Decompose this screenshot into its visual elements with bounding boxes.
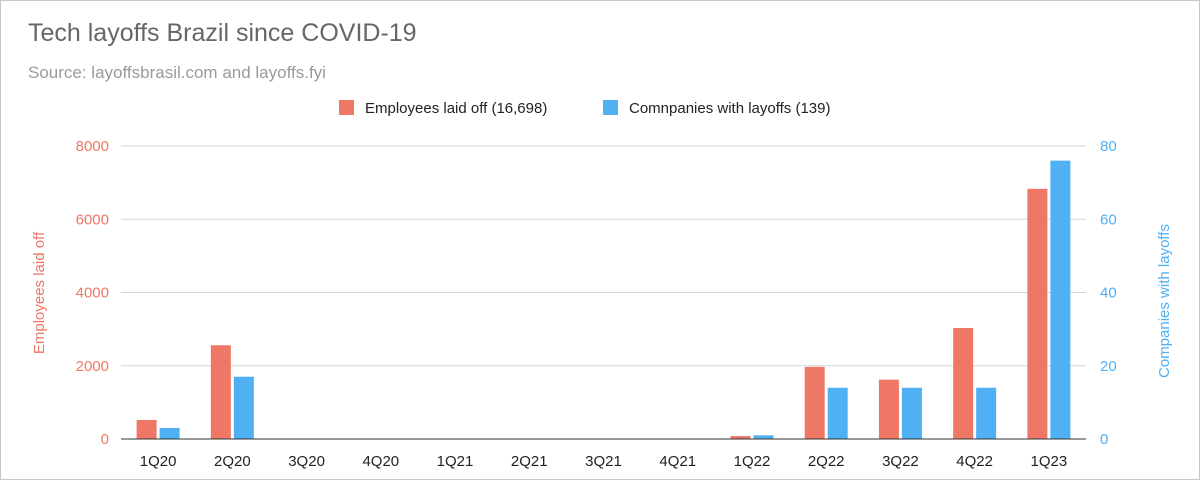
x-tick-label: 3Q20: [288, 453, 325, 470]
left-axis-label: Employees laid off: [31, 231, 48, 354]
bars: [136, 160, 1071, 439]
left-axis-ticks: 0 2000 4000 6000 8000: [76, 138, 109, 448]
bar-companies-3Q22: [901, 387, 922, 439]
right-tick-label: 80: [1100, 138, 1117, 155]
x-tick-label: 1Q20: [140, 453, 177, 470]
bar-companies-2Q22: [827, 387, 848, 439]
right-tick-label: 20: [1100, 358, 1117, 375]
x-tick-label: 4Q22: [956, 453, 993, 470]
legend: Employees laid off (16,698) Comnpanies w…: [339, 100, 831, 117]
x-tick-label: 4Q20: [362, 453, 399, 470]
legend-label-employees: Employees laid off (16,698): [365, 100, 547, 117]
x-axis-ticks: 1Q20 2Q20 3Q20 4Q20 1Q21 2Q21 3Q21 4Q21 1Q22 2Q22…: [140, 453, 1067, 470]
chart-title: Tech layoffs Brazil since COVID-19: [28, 19, 417, 47]
x-tick-label: 2Q22: [808, 453, 845, 470]
left-tick-label: 4000: [76, 285, 109, 302]
gridlines: [121, 145, 1086, 367]
bar-companies-4Q22: [976, 387, 997, 439]
legend-swatch-companies: [603, 100, 618, 115]
left-tick-label: 2000: [76, 358, 109, 375]
x-tick-label: 1Q23: [1031, 453, 1068, 470]
left-tick-label: 6000: [76, 211, 109, 228]
bar-companies-1Q22: [753, 435, 774, 439]
bar-companies-1Q20: [159, 428, 180, 439]
legend-swatch-employees: [339, 100, 354, 115]
x-tick-label: 3Q22: [882, 453, 919, 470]
left-tick-label: 0: [101, 431, 109, 448]
legend-label-companies: Comnpanies with layoffs (139): [629, 100, 831, 117]
x-tick-label: 2Q21: [511, 453, 548, 470]
bar-employees-3Q22: [878, 379, 899, 439]
x-tick-label: 2Q20: [214, 453, 251, 470]
bar-employees-2Q22: [804, 366, 825, 439]
bar-employees-1Q23: [1027, 188, 1048, 439]
x-tick-label: 3Q21: [585, 453, 622, 470]
right-tick-label: 60: [1100, 211, 1117, 228]
bar-employees-1Q22: [730, 436, 751, 439]
bar-companies-1Q23: [1050, 160, 1071, 439]
right-axis-ticks: 0 20 40 60 80: [1100, 138, 1117, 448]
right-tick-label: 40: [1100, 285, 1117, 302]
right-axis-label: Companies with layoffs: [1156, 224, 1173, 378]
bar-employees-2Q20: [210, 345, 231, 439]
chart-subtitle: Source: layoffsbrasil.com and layoffs.fy…: [28, 63, 326, 82]
x-tick-label: 1Q21: [437, 453, 474, 470]
x-tick-label: 4Q21: [659, 453, 696, 470]
bar-employees-4Q22: [953, 328, 974, 439]
bar-companies-2Q20: [233, 376, 254, 439]
bar-employees-1Q20: [136, 419, 157, 439]
left-tick-label: 8000: [76, 138, 109, 155]
right-tick-label: 0: [1100, 431, 1108, 448]
x-tick-label: 1Q22: [734, 453, 771, 470]
